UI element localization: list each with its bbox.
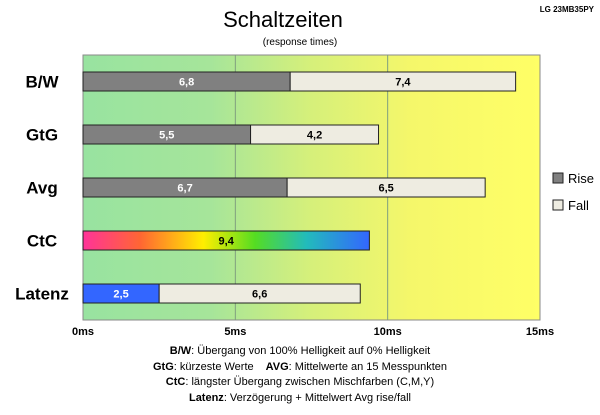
x-tick-label: 15ms [526, 326, 554, 338]
note-latenz: Latenz: Verzögerung + Mittelwert Avg ris… [188, 391, 412, 404]
bar-fall [289, 71, 517, 92]
category-label: B/W [25, 73, 59, 92]
category-label: CtC [27, 232, 57, 251]
chart-subtitle: (response times) [263, 37, 337, 48]
bar-fall [158, 283, 361, 304]
bar-label-rise: 5,5 [159, 130, 174, 142]
bar-fall [286, 177, 486, 198]
response-time-chart: Schaltzeiten (response times) LG 23MB35P… [15, 5, 595, 338]
legend-label: Fall [568, 198, 589, 213]
category-label: Latenz [15, 285, 69, 304]
bar-label-fall: 6,6 [252, 289, 267, 301]
bar-label-fall: 7,4 [395, 77, 411, 89]
legend: Rise Fall [552, 171, 594, 213]
bar-label-fall: 6,5 [378, 183, 393, 195]
bars: 6,8 7,4 5,5 4,2 6,7 6,5 9,4 2,5 6,6 [82, 71, 517, 304]
x-tick-label: 0ms [72, 326, 94, 338]
model-label: LG 23MB35PY [540, 5, 595, 14]
bar-fall [250, 124, 380, 145]
x-tick-label: 10ms [374, 326, 402, 338]
category-label: GtG [26, 126, 58, 145]
note-gtg-avg: GtG: kürzeste Werte AVG: Mittelwerte an 1… [152, 360, 448, 373]
x-axis-ticks: 0ms 5ms 10ms 15ms [72, 326, 554, 338]
category-labels: B/W GtG Avg CtC Latenz [15, 73, 69, 304]
bar-label-rise: 6,8 [179, 77, 194, 89]
x-tick-label: 5ms [224, 326, 246, 338]
bar-label-rise: 6,7 [177, 183, 192, 195]
legend-swatch [552, 199, 564, 211]
note-ctc: CtC: längster Übergang zwischen Mischfar… [165, 376, 435, 388]
bar-label-rise: 9,4 [219, 236, 235, 248]
category-label: Avg [26, 179, 58, 198]
bar-rise [82, 230, 370, 251]
legend-swatch [552, 172, 564, 184]
bar-label-rise: 2,5 [113, 289, 128, 301]
chart-title: Schaltzeiten [223, 7, 343, 32]
legend-label: Rise [568, 171, 594, 186]
footnotes: B/W: Übergang von 100% Helligkeit auf 0%… [0, 344, 600, 406]
bar-label-fall: 4,2 [307, 130, 322, 142]
note-bw: B/W: Übergang von 100% Helligkeit auf 0%… [169, 345, 431, 357]
